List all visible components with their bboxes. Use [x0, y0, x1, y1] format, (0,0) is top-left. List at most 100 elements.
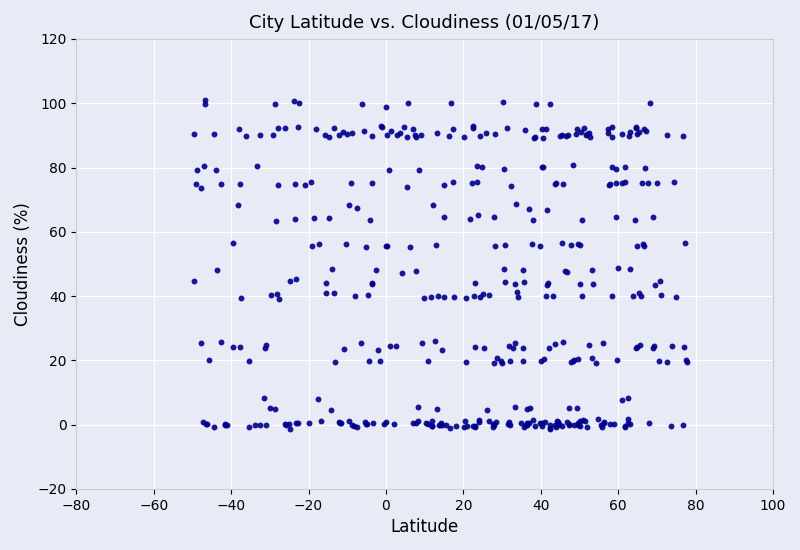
- Point: [366, 419, 379, 427]
- Point: [591, 415, 604, 424]
- Point: [334, 419, 347, 427]
- Point: [345, 129, 358, 138]
- Point: [610, 213, 622, 222]
- Point: [198, 100, 211, 108]
- Point: [460, 358, 473, 366]
- Point: [198, 96, 211, 104]
- Point: [324, 405, 337, 414]
- Point: [401, 133, 414, 141]
- Point: [489, 241, 502, 250]
- Point: [403, 243, 416, 251]
- Point: [482, 290, 495, 299]
- Point: [590, 359, 602, 368]
- Point: [375, 122, 388, 131]
- Point: [322, 214, 335, 223]
- Point: [320, 289, 333, 298]
- Point: [214, 180, 227, 189]
- Point: [598, 417, 610, 426]
- Point: [618, 163, 631, 172]
- Point: [536, 162, 549, 171]
- Point: [523, 419, 536, 428]
- Point: [414, 131, 427, 140]
- Point: [318, 130, 331, 139]
- Point: [557, 338, 570, 346]
- Point: [254, 130, 266, 139]
- Point: [544, 420, 557, 429]
- Point: [412, 403, 425, 411]
- Point: [304, 178, 317, 186]
- Point: [461, 421, 474, 430]
- Point: [362, 291, 375, 300]
- Point: [381, 130, 394, 139]
- Point: [638, 124, 650, 133]
- Point: [466, 124, 479, 133]
- Point: [571, 420, 584, 429]
- Point: [472, 211, 485, 219]
- Point: [466, 121, 479, 130]
- Point: [290, 419, 302, 428]
- Point: [254, 421, 266, 430]
- Point: [540, 124, 553, 133]
- Point: [552, 420, 565, 429]
- Point: [517, 422, 530, 431]
- Point: [624, 128, 637, 137]
- Point: [500, 124, 513, 133]
- Point: [444, 424, 457, 432]
- Point: [272, 181, 285, 190]
- Point: [319, 279, 332, 288]
- Point: [494, 357, 507, 366]
- Point: [518, 277, 530, 286]
- Point: [526, 415, 539, 424]
- Point: [515, 419, 528, 428]
- Point: [356, 100, 369, 109]
- Point: [283, 425, 296, 433]
- Point: [187, 129, 200, 138]
- Point: [438, 212, 450, 221]
- Point: [574, 128, 587, 136]
- Point: [655, 291, 668, 300]
- Point: [487, 422, 500, 431]
- Point: [337, 128, 350, 137]
- Point: [642, 419, 655, 427]
- Point: [264, 404, 277, 412]
- Point: [499, 278, 512, 287]
- Point: [413, 165, 426, 174]
- Point: [610, 356, 623, 365]
- Point: [445, 98, 458, 107]
- Point: [537, 133, 550, 142]
- Point: [442, 131, 455, 140]
- Point: [307, 213, 320, 222]
- Point: [424, 293, 437, 302]
- Point: [496, 358, 509, 367]
- Point: [580, 130, 593, 139]
- Point: [329, 358, 342, 367]
- Point: [466, 421, 479, 430]
- Point: [506, 343, 519, 352]
- Point: [670, 293, 682, 301]
- Point: [512, 293, 525, 301]
- Point: [459, 294, 472, 302]
- Point: [473, 293, 486, 301]
- Point: [433, 420, 446, 429]
- Point: [434, 421, 447, 430]
- Point: [426, 416, 438, 425]
- Point: [200, 420, 213, 428]
- Point: [565, 241, 578, 250]
- Point: [328, 124, 341, 133]
- Point: [498, 265, 510, 273]
- Point: [410, 266, 422, 275]
- Point: [622, 393, 634, 402]
- Point: [570, 124, 583, 133]
- Point: [526, 216, 539, 224]
- Point: [509, 279, 522, 288]
- Point: [542, 278, 554, 287]
- Point: [402, 99, 415, 108]
- Point: [250, 162, 263, 170]
- Point: [540, 205, 553, 214]
- Point: [543, 100, 556, 108]
- Point: [467, 291, 480, 300]
- Point: [538, 354, 550, 363]
- Point: [487, 212, 500, 221]
- Point: [314, 417, 327, 426]
- Point: [563, 420, 576, 428]
